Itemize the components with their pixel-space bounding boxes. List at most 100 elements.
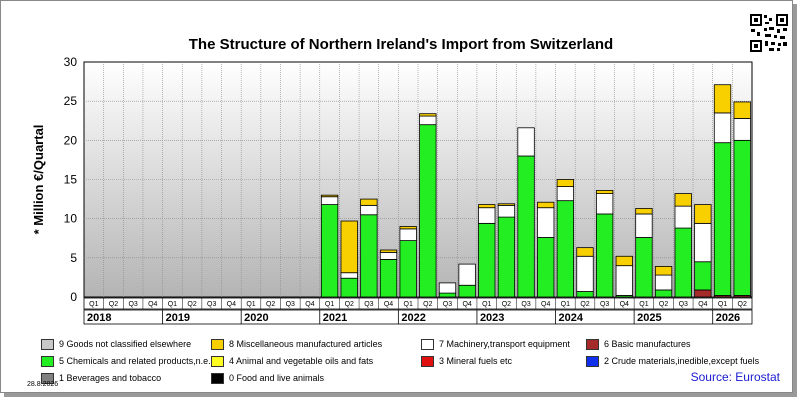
bar-segment [595, 213, 614, 298]
x-tick-label: Q2 [187, 301, 196, 308]
bar-segment [635, 213, 653, 238]
legend: 9 Goods not classified elsewhere 8 Miscel… [41, 337, 759, 385]
y-tick-label: 30 [64, 55, 78, 69]
bar-segment [674, 227, 692, 298]
bar-segment [694, 289, 712, 298]
bar-segment [674, 193, 692, 207]
x-tick-label: Q4 [541, 301, 550, 308]
bar-segment [674, 205, 692, 229]
bar-segment [419, 124, 437, 298]
year-label: 2026 [716, 312, 740, 324]
bar-segment [733, 101, 751, 119]
x-tick-label: Q1 [246, 301, 255, 308]
bar-segment [320, 194, 339, 198]
x-tick-label: Q1 [561, 301, 570, 308]
bar-segment [537, 201, 555, 209]
legend-item: 9 Goods not classified elsewhere [41, 337, 191, 351]
x-tick-label: Q4 [698, 301, 707, 308]
bar-segment [360, 204, 378, 216]
x-tick-label: Q1 [89, 301, 98, 308]
bar-segment [556, 186, 575, 202]
year-label: 2019 [166, 312, 190, 324]
bar-segment [595, 193, 614, 215]
x-tick-label: Q1 [718, 301, 727, 308]
bar-segment [595, 190, 614, 194]
x-tick-label: Q3 [600, 301, 609, 308]
legend-swatch [211, 355, 224, 367]
bar-segment [419, 115, 437, 126]
legend-swatch [586, 338, 599, 350]
bar-segment [576, 255, 594, 292]
bar-segment [615, 255, 633, 267]
x-tick-label: Q2 [423, 301, 432, 308]
y-tick-label: 0 [70, 290, 77, 304]
legend-label: 7 Machinery,transport equipment [439, 339, 570, 349]
year-label: 2024 [559, 312, 584, 324]
legend-swatch [41, 355, 54, 367]
y-tick-label: 5 [70, 251, 77, 265]
x-tick-label: Q4 [384, 301, 393, 308]
x-tick-label: Q3 [286, 301, 295, 308]
bar-segment [556, 200, 575, 298]
bar-segment [399, 228, 417, 242]
bar-segment [379, 258, 398, 298]
x-tick-label: Q3 [128, 301, 137, 308]
bar-segment [694, 261, 712, 291]
legend-label: 9 Goods not classified elsewhere [59, 339, 192, 349]
bar-segment [576, 247, 594, 257]
x-tick-label: Q4 [148, 301, 157, 308]
x-tick-label: Q2 [580, 301, 589, 308]
bar-segment [517, 155, 535, 298]
year-label: 2022 [401, 312, 425, 324]
legend-item: 6 Basic manufactures [586, 337, 691, 351]
legend-item: 1 Beverages and tobacco [41, 371, 161, 385]
legend-swatch [211, 338, 224, 350]
legend-swatch [211, 372, 224, 384]
x-tick-label: Q3 [364, 301, 373, 308]
x-tick-label: Q3 [521, 301, 530, 308]
bar-segment [478, 207, 496, 224]
date-label: 28.8.2026 [27, 381, 59, 388]
bar-segment [733, 139, 751, 296]
bar-segment [615, 265, 633, 296]
legend-item: 8 Miscellaneous manufactured articles [211, 337, 382, 351]
x-tick-label: Q1 [639, 301, 648, 308]
legend-item: 2 Crude materials,inedible,except fuels [586, 354, 759, 368]
y-tick-label: 25 [64, 94, 78, 108]
bar-segment [360, 198, 378, 206]
y-tick-label: 15 [64, 173, 78, 187]
x-tick-label: Q2 [659, 301, 668, 308]
legend-swatch [41, 372, 54, 384]
year-label: 2023 [480, 312, 504, 324]
bar-segment [713, 112, 732, 144]
bar-segment [379, 249, 398, 253]
bar-segment [340, 272, 358, 279]
bar-segment [713, 84, 732, 114]
bar-segment [635, 208, 653, 215]
bar-segment [556, 179, 575, 187]
legend-item: 0 Food and live animals [211, 371, 324, 385]
x-tick-label: Q3 [679, 301, 688, 308]
bar-segment [399, 226, 417, 230]
year-row [83, 309, 753, 325]
bar-segment [654, 289, 673, 298]
legend-label: 1 Beverages and tobacco [59, 373, 162, 383]
x-tick-label: Q4 [462, 301, 471, 308]
legend-swatch [421, 338, 434, 350]
bar-segment [733, 118, 751, 141]
legend-item: 5 Chemicals and related products,n.e.s. [41, 354, 218, 368]
x-tick-label: Q4 [305, 301, 314, 308]
x-tick-label: Q1 [482, 301, 491, 308]
legend-swatch [41, 338, 54, 350]
x-tick-label: Q2 [345, 301, 354, 308]
source-label: Source: Eurostat [690, 370, 780, 384]
y-tick-label: 10 [64, 212, 78, 226]
bar-segment [458, 284, 476, 298]
bar-segment [654, 266, 673, 276]
legend-label: 6 Basic manufactures [604, 339, 691, 349]
legend-swatch [421, 355, 434, 367]
x-tick-label: Q2 [738, 301, 747, 308]
bar-segment [419, 113, 437, 117]
bar-segment [497, 204, 516, 218]
